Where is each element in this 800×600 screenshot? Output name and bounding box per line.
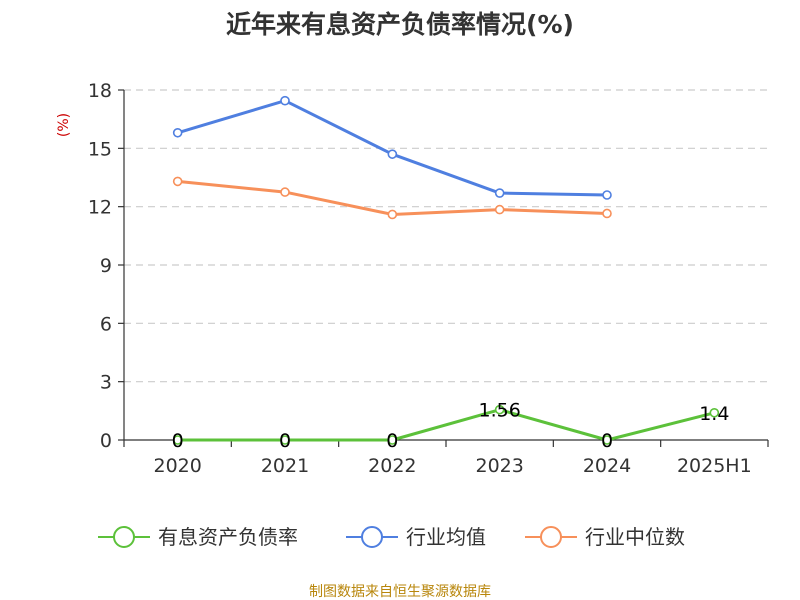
x-tick-label: 2025H1 xyxy=(677,455,752,477)
series-point-2 xyxy=(280,95,290,106)
series-lines xyxy=(172,95,720,445)
legend-label: 行业均值 xyxy=(406,525,486,549)
x-tick-label: 2023 xyxy=(475,455,523,477)
legend-item: 行业均值 xyxy=(346,525,486,549)
chart-title: 近年来有息资产负债率情况(%) xyxy=(226,10,574,39)
series-point-1 xyxy=(602,435,612,445)
legend-marker xyxy=(113,526,135,548)
series-point-2 xyxy=(602,190,612,200)
x-tick-label: 2021 xyxy=(261,455,309,477)
data-label: 1.4 xyxy=(699,403,729,425)
data-label: 0 xyxy=(172,430,184,452)
data-label: 0 xyxy=(601,430,613,452)
series-point-2 xyxy=(387,149,398,159)
y-tick-label: 9 xyxy=(100,255,112,277)
series-point-3 xyxy=(602,208,612,219)
x-tick-label: 2022 xyxy=(368,455,416,477)
y-tick-label: 12 xyxy=(88,197,112,219)
data-label: 0 xyxy=(279,430,291,452)
legend-label: 行业中位数 xyxy=(585,525,685,549)
series-line-1 xyxy=(177,408,715,442)
series-point-3 xyxy=(280,187,290,197)
series-point-1 xyxy=(494,404,505,415)
gridlines xyxy=(124,89,768,383)
source-note: 制图数据来自恒生聚源数据库 xyxy=(309,584,491,600)
series-point-3 xyxy=(387,209,398,220)
series-point-3 xyxy=(494,204,505,215)
y-axis-unit-label: (%) xyxy=(56,113,72,137)
legend-item: 有息资产负债率 xyxy=(98,525,298,549)
y-tick-label: 3 xyxy=(100,372,112,394)
legend-item: 行业中位数 xyxy=(525,525,685,549)
legend-label: 有息资产负债率 xyxy=(158,525,298,549)
data-labels: 0 0 0 1.56 0 1.4 xyxy=(172,400,730,452)
series-line-3 xyxy=(177,179,608,216)
series-point-1 xyxy=(709,407,720,418)
y-tick-label: 6 xyxy=(100,313,112,335)
data-label: 1.56 xyxy=(479,400,521,422)
series-point-3 xyxy=(172,176,183,187)
series-point-2 xyxy=(172,127,183,138)
x-tick-label: 2024 xyxy=(583,455,631,477)
series-point-1 xyxy=(387,435,398,445)
y-tick-label: 0 xyxy=(100,430,112,452)
x-tick-label: 2020 xyxy=(153,455,201,477)
series-point-1 xyxy=(280,435,290,445)
series-point-1 xyxy=(172,435,183,445)
y-tick-label: 15 xyxy=(88,138,112,160)
y-tick-label: 18 xyxy=(88,80,112,102)
axes: 0 3 6 9 12 15 18 2020 2021 2022 2023 2024 2025H1 xyxy=(88,80,769,477)
data-label: 0 xyxy=(386,430,398,452)
legend-marker xyxy=(540,526,562,548)
legend-marker xyxy=(361,526,383,548)
legend: 有息资产负债率 行业均值 行业中位数 xyxy=(98,525,685,549)
series-point-2 xyxy=(494,188,505,198)
